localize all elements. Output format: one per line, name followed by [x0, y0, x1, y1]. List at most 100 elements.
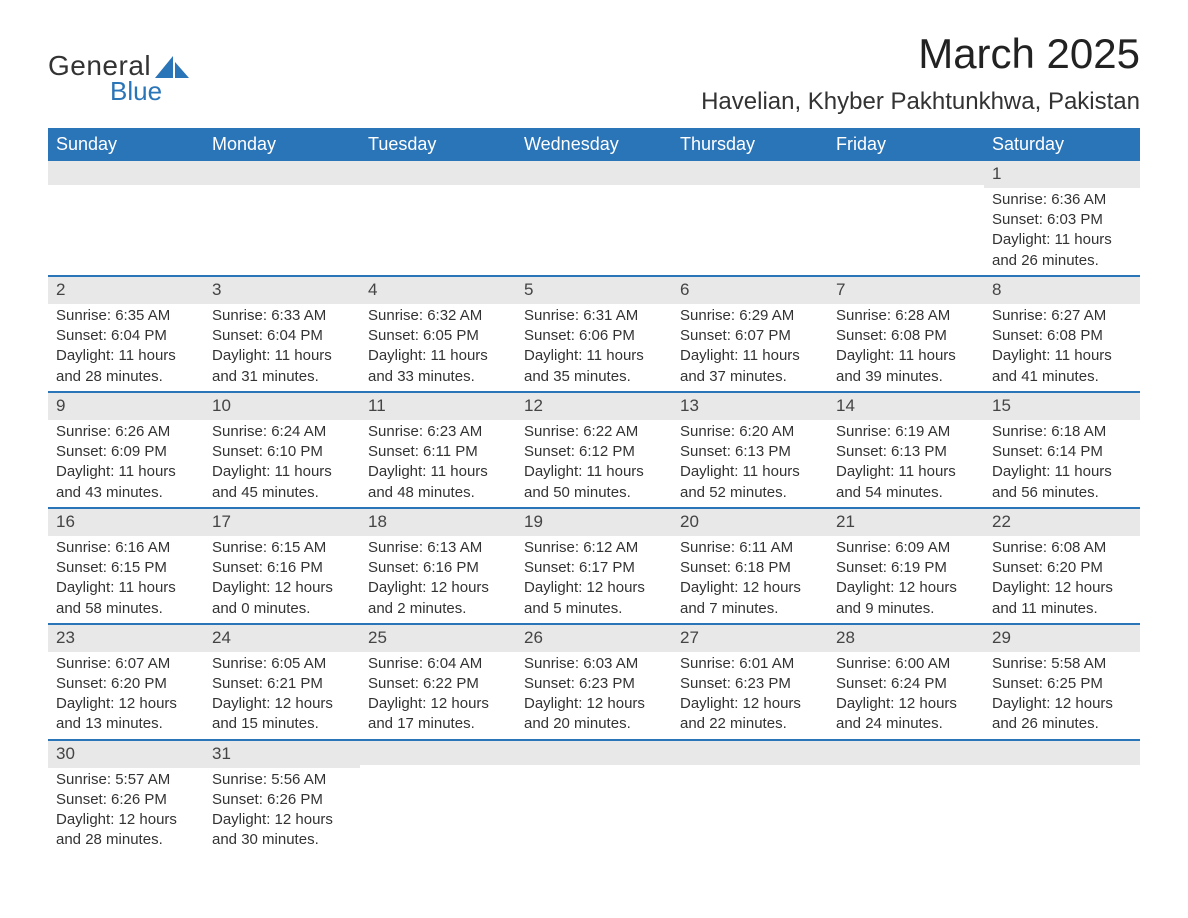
day-number: 7 [828, 277, 984, 304]
day-number: 5 [516, 277, 672, 304]
day-cell [360, 161, 516, 275]
day-details: Sunrise: 6:19 AMSunset: 6:13 PMDaylight:… [828, 420, 984, 507]
day-line-ss: Sunset: 6:20 PM [56, 674, 196, 694]
day-header-row: SundayMondayTuesdayWednesdayThursdayFrid… [48, 128, 1140, 161]
day-cell [360, 741, 516, 855]
calendar: SundayMondayTuesdayWednesdayThursdayFrid… [48, 128, 1140, 855]
day-cell: 2Sunrise: 6:35 AMSunset: 6:04 PMDaylight… [48, 277, 204, 391]
day-details: Sunrise: 6:31 AMSunset: 6:06 PMDaylight:… [516, 304, 672, 391]
empty-day-number [204, 161, 360, 185]
day-cell [672, 161, 828, 275]
day-cell: 22Sunrise: 6:08 AMSunset: 6:20 PMDayligh… [984, 509, 1140, 623]
day-line-d2: and 28 minutes. [56, 830, 196, 850]
day-number: 2 [48, 277, 204, 304]
day-cell: 23Sunrise: 6:07 AMSunset: 6:20 PMDayligh… [48, 625, 204, 739]
day-line-sr: Sunrise: 6:00 AM [836, 654, 976, 674]
day-details: Sunrise: 5:57 AMSunset: 6:26 PMDaylight:… [48, 768, 204, 855]
day-details: Sunrise: 6:16 AMSunset: 6:15 PMDaylight:… [48, 536, 204, 623]
day-number: 20 [672, 509, 828, 536]
day-cell: 5Sunrise: 6:31 AMSunset: 6:06 PMDaylight… [516, 277, 672, 391]
day-details: Sunrise: 6:24 AMSunset: 6:10 PMDaylight:… [204, 420, 360, 507]
day-line-d1: Daylight: 11 hours [992, 462, 1132, 482]
day-line-sr: Sunrise: 6:03 AM [524, 654, 664, 674]
day-line-ss: Sunset: 6:17 PM [524, 558, 664, 578]
day-line-d1: Daylight: 11 hours [836, 462, 976, 482]
day-details: Sunrise: 6:27 AMSunset: 6:08 PMDaylight:… [984, 304, 1140, 391]
day-line-d1: Daylight: 12 hours [680, 694, 820, 714]
day-cell: 31Sunrise: 5:56 AMSunset: 6:26 PMDayligh… [204, 741, 360, 855]
header-area: General Blue March 2025 Havelian, Khyber… [48, 30, 1140, 116]
day-line-d2: and 15 minutes. [212, 714, 352, 734]
day-cell [828, 741, 984, 855]
day-details: Sunrise: 6:00 AMSunset: 6:24 PMDaylight:… [828, 652, 984, 739]
day-number: 6 [672, 277, 828, 304]
day-line-ss: Sunset: 6:11 PM [368, 442, 508, 462]
day-line-d2: and 37 minutes. [680, 367, 820, 387]
calendar-body: 1Sunrise: 6:36 AMSunset: 6:03 PMDaylight… [48, 161, 1140, 855]
day-cell: 19Sunrise: 6:12 AMSunset: 6:17 PMDayligh… [516, 509, 672, 623]
day-details: Sunrise: 6:23 AMSunset: 6:11 PMDaylight:… [360, 420, 516, 507]
day-header: Saturday [984, 128, 1140, 161]
empty-day-number [828, 741, 984, 765]
day-line-d2: and 7 minutes. [680, 599, 820, 619]
day-line-ss: Sunset: 6:06 PM [524, 326, 664, 346]
day-cell [828, 161, 984, 275]
day-details: Sunrise: 6:29 AMSunset: 6:07 PMDaylight:… [672, 304, 828, 391]
day-number: 28 [828, 625, 984, 652]
day-cell: 27Sunrise: 6:01 AMSunset: 6:23 PMDayligh… [672, 625, 828, 739]
location-text: Havelian, Khyber Pakhtunkhwa, Pakistan [701, 88, 1140, 116]
day-line-d1: Daylight: 12 hours [836, 578, 976, 598]
day-number: 14 [828, 393, 984, 420]
day-line-sr: Sunrise: 6:26 AM [56, 422, 196, 442]
week-row: 23Sunrise: 6:07 AMSunset: 6:20 PMDayligh… [48, 623, 1140, 739]
day-line-ss: Sunset: 6:20 PM [992, 558, 1132, 578]
day-line-d2: and 9 minutes. [836, 599, 976, 619]
day-line-d1: Daylight: 11 hours [836, 346, 976, 366]
day-line-d1: Daylight: 11 hours [212, 462, 352, 482]
day-line-sr: Sunrise: 6:20 AM [680, 422, 820, 442]
day-line-d1: Daylight: 12 hours [212, 578, 352, 598]
day-line-d1: Daylight: 12 hours [368, 578, 508, 598]
day-line-d2: and 31 minutes. [212, 367, 352, 387]
day-cell: 8Sunrise: 6:27 AMSunset: 6:08 PMDaylight… [984, 277, 1140, 391]
day-number: 16 [48, 509, 204, 536]
day-cell: 26Sunrise: 6:03 AMSunset: 6:23 PMDayligh… [516, 625, 672, 739]
day-line-sr: Sunrise: 6:16 AM [56, 538, 196, 558]
empty-day-number [672, 161, 828, 185]
day-cell: 15Sunrise: 6:18 AMSunset: 6:14 PMDayligh… [984, 393, 1140, 507]
empty-day-number [984, 741, 1140, 765]
day-cell [516, 161, 672, 275]
day-cell: 14Sunrise: 6:19 AMSunset: 6:13 PMDayligh… [828, 393, 984, 507]
day-line-d1: Daylight: 11 hours [992, 230, 1132, 250]
day-line-d2: and 58 minutes. [56, 599, 196, 619]
day-cell: 21Sunrise: 6:09 AMSunset: 6:19 PMDayligh… [828, 509, 984, 623]
day-line-d2: and 33 minutes. [368, 367, 508, 387]
day-line-d1: Daylight: 11 hours [680, 346, 820, 366]
day-details: Sunrise: 6:08 AMSunset: 6:20 PMDaylight:… [984, 536, 1140, 623]
day-line-d2: and 17 minutes. [368, 714, 508, 734]
day-line-ss: Sunset: 6:05 PM [368, 326, 508, 346]
day-cell: 13Sunrise: 6:20 AMSunset: 6:13 PMDayligh… [672, 393, 828, 507]
day-line-sr: Sunrise: 6:28 AM [836, 306, 976, 326]
day-number: 13 [672, 393, 828, 420]
day-number: 22 [984, 509, 1140, 536]
day-line-sr: Sunrise: 6:01 AM [680, 654, 820, 674]
empty-day-number [516, 161, 672, 185]
day-line-sr: Sunrise: 5:57 AM [56, 770, 196, 790]
day-line-ss: Sunset: 6:18 PM [680, 558, 820, 578]
empty-day-number [360, 161, 516, 185]
day-details: Sunrise: 6:09 AMSunset: 6:19 PMDaylight:… [828, 536, 984, 623]
day-line-ss: Sunset: 6:22 PM [368, 674, 508, 694]
day-line-d1: Daylight: 12 hours [524, 694, 664, 714]
day-number: 25 [360, 625, 516, 652]
day-cell: 11Sunrise: 6:23 AMSunset: 6:11 PMDayligh… [360, 393, 516, 507]
day-number: 15 [984, 393, 1140, 420]
day-line-ss: Sunset: 6:25 PM [992, 674, 1132, 694]
day-cell: 10Sunrise: 6:24 AMSunset: 6:10 PMDayligh… [204, 393, 360, 507]
logo: General Blue [48, 50, 189, 107]
day-header: Sunday [48, 128, 204, 161]
day-line-d2: and 20 minutes. [524, 714, 664, 734]
day-details: Sunrise: 6:01 AMSunset: 6:23 PMDaylight:… [672, 652, 828, 739]
day-cell [984, 741, 1140, 855]
day-line-d1: Daylight: 12 hours [992, 578, 1132, 598]
